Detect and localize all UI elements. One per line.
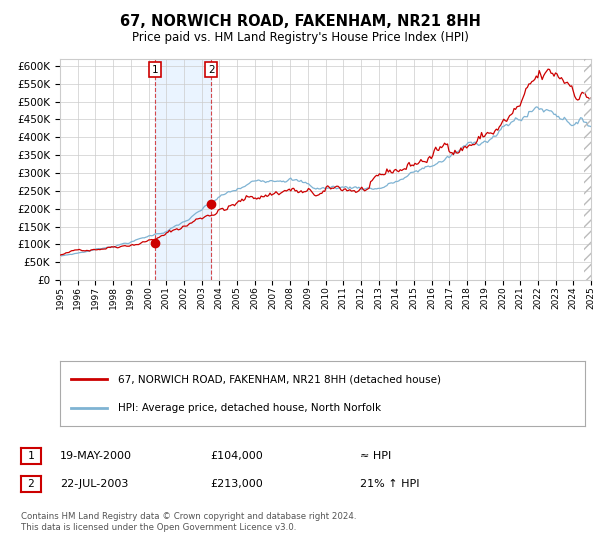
Text: 22-JUL-2003: 22-JUL-2003 [60, 479, 128, 489]
Text: 1: 1 [152, 64, 158, 74]
Text: 67, NORWICH ROAD, FAKENHAM, NR21 8HH: 67, NORWICH ROAD, FAKENHAM, NR21 8HH [119, 14, 481, 29]
Text: 21% ↑ HPI: 21% ↑ HPI [360, 479, 419, 489]
Text: £213,000: £213,000 [210, 479, 263, 489]
Text: Price paid vs. HM Land Registry's House Price Index (HPI): Price paid vs. HM Land Registry's House … [131, 31, 469, 44]
Text: £104,000: £104,000 [210, 451, 263, 461]
Text: HPI: Average price, detached house, North Norfolk: HPI: Average price, detached house, Nort… [118, 403, 381, 413]
Text: 2: 2 [28, 479, 34, 489]
Text: 67, NORWICH ROAD, FAKENHAM, NR21 8HH (detached house): 67, NORWICH ROAD, FAKENHAM, NR21 8HH (de… [118, 374, 441, 384]
Text: 19-MAY-2000: 19-MAY-2000 [60, 451, 132, 461]
Text: Contains HM Land Registry data © Crown copyright and database right 2024.
This d: Contains HM Land Registry data © Crown c… [21, 512, 356, 532]
Text: 1: 1 [28, 451, 34, 461]
Text: 2: 2 [208, 64, 215, 74]
Text: ≈ HPI: ≈ HPI [360, 451, 391, 461]
Bar [155, 59, 211, 280]
